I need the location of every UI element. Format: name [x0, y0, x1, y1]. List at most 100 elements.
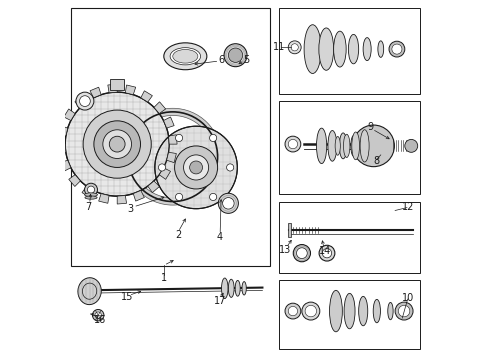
- Text: 13: 13: [278, 244, 290, 255]
- Circle shape: [155, 126, 237, 209]
- Circle shape: [296, 248, 306, 258]
- Ellipse shape: [318, 28, 333, 70]
- Text: 1: 1: [161, 273, 166, 283]
- Text: 6: 6: [218, 55, 224, 65]
- Polygon shape: [117, 195, 126, 204]
- Ellipse shape: [363, 38, 370, 60]
- Bar: [287, 223, 290, 237]
- Text: 4: 4: [217, 232, 223, 242]
- Ellipse shape: [343, 134, 349, 157]
- Circle shape: [287, 41, 301, 54]
- Polygon shape: [141, 91, 152, 102]
- Circle shape: [175, 193, 182, 201]
- Circle shape: [84, 183, 97, 196]
- Polygon shape: [64, 109, 75, 121]
- Circle shape: [398, 305, 409, 317]
- Circle shape: [305, 305, 316, 317]
- Circle shape: [158, 164, 165, 171]
- Circle shape: [319, 245, 334, 261]
- Ellipse shape: [387, 302, 392, 320]
- Circle shape: [209, 134, 216, 141]
- Text: 14: 14: [319, 246, 331, 256]
- Circle shape: [226, 164, 233, 171]
- Circle shape: [287, 306, 297, 316]
- Circle shape: [222, 198, 234, 209]
- Polygon shape: [90, 87, 101, 98]
- Bar: [278, 202, 419, 273]
- Polygon shape: [154, 102, 165, 113]
- Ellipse shape: [85, 196, 97, 199]
- Circle shape: [95, 312, 101, 319]
- Polygon shape: [159, 168, 170, 179]
- Ellipse shape: [360, 130, 368, 162]
- Circle shape: [388, 41, 404, 57]
- Polygon shape: [110, 78, 124, 90]
- Polygon shape: [133, 190, 144, 201]
- Text: 17: 17: [213, 296, 226, 306]
- Circle shape: [80, 96, 90, 107]
- Circle shape: [189, 161, 202, 174]
- Circle shape: [228, 48, 242, 62]
- Circle shape: [322, 248, 331, 258]
- Ellipse shape: [351, 132, 359, 160]
- Bar: [278, 8, 419, 94]
- Text: 12: 12: [401, 202, 414, 212]
- Circle shape: [293, 244, 310, 262]
- Text: 8: 8: [373, 156, 379, 166]
- Circle shape: [102, 130, 131, 158]
- Circle shape: [124, 108, 221, 205]
- Ellipse shape: [377, 41, 383, 57]
- Ellipse shape: [334, 136, 340, 155]
- Polygon shape: [107, 84, 117, 93]
- Circle shape: [391, 44, 401, 54]
- Ellipse shape: [172, 49, 198, 63]
- Text: 5: 5: [243, 55, 249, 65]
- Polygon shape: [163, 117, 174, 128]
- Circle shape: [290, 44, 298, 51]
- Ellipse shape: [78, 278, 101, 305]
- Ellipse shape: [228, 279, 234, 297]
- Polygon shape: [168, 135, 177, 144]
- Polygon shape: [147, 181, 159, 193]
- Ellipse shape: [344, 293, 354, 329]
- Ellipse shape: [358, 296, 367, 326]
- Circle shape: [175, 134, 182, 141]
- Circle shape: [224, 44, 246, 67]
- Text: 16: 16: [94, 315, 106, 325]
- Ellipse shape: [339, 133, 346, 159]
- Polygon shape: [69, 175, 80, 186]
- Circle shape: [109, 136, 125, 152]
- Ellipse shape: [362, 138, 366, 154]
- Ellipse shape: [329, 291, 342, 332]
- Polygon shape: [125, 85, 136, 95]
- Ellipse shape: [235, 280, 240, 296]
- Circle shape: [301, 302, 319, 320]
- Circle shape: [352, 125, 394, 167]
- Circle shape: [183, 155, 208, 180]
- Polygon shape: [57, 144, 66, 153]
- Ellipse shape: [170, 48, 200, 65]
- Circle shape: [65, 92, 169, 196]
- Ellipse shape: [242, 282, 246, 295]
- Bar: [70, 8, 269, 266]
- Circle shape: [394, 302, 412, 320]
- Circle shape: [87, 186, 94, 193]
- Ellipse shape: [327, 131, 336, 161]
- Text: 3: 3: [127, 204, 134, 215]
- Ellipse shape: [163, 43, 206, 70]
- Circle shape: [285, 136, 300, 152]
- Ellipse shape: [304, 25, 321, 73]
- Text: 7: 7: [85, 202, 91, 212]
- Text: 2: 2: [175, 230, 181, 239]
- Circle shape: [287, 139, 297, 149]
- Text: 9: 9: [367, 122, 373, 132]
- Circle shape: [218, 193, 238, 213]
- Circle shape: [94, 121, 140, 167]
- Ellipse shape: [316, 128, 326, 163]
- Circle shape: [285, 303, 300, 319]
- Circle shape: [404, 139, 417, 152]
- Ellipse shape: [350, 135, 356, 157]
- Ellipse shape: [372, 300, 380, 323]
- Polygon shape: [166, 152, 176, 163]
- Polygon shape: [58, 126, 68, 136]
